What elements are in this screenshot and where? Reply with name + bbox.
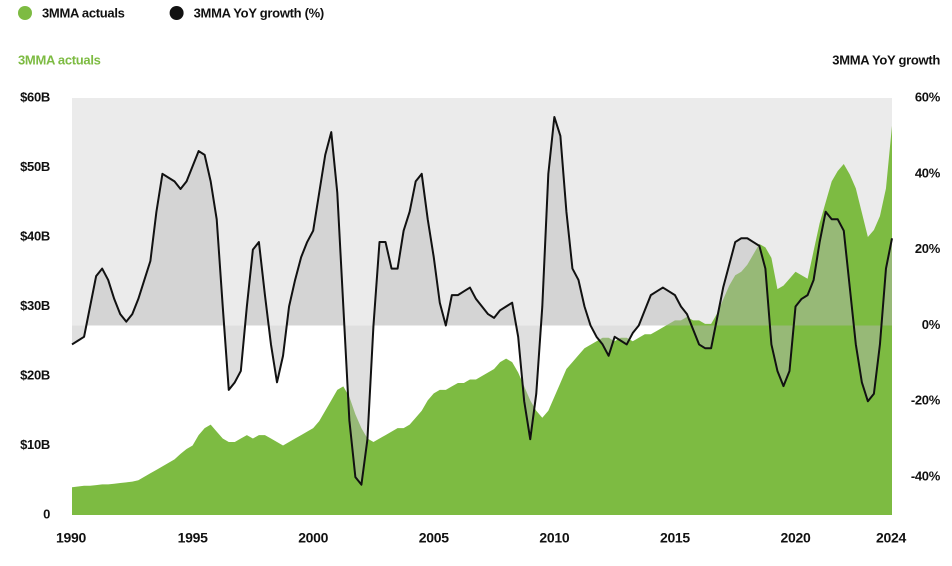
- x-tick-label: 2015: [660, 530, 690, 546]
- y2-tick-label: -20%: [911, 393, 941, 408]
- x-tick-label: 1995: [178, 530, 208, 546]
- x-tick-label: 2005: [419, 530, 449, 546]
- y-tick-label: $30B: [20, 298, 50, 313]
- legend-label: 3MMA YoY growth (%): [194, 5, 324, 20]
- x-tick-label: 2024: [876, 530, 906, 546]
- y2-tick-label: 40%: [915, 165, 941, 180]
- x-tick-label: 2000: [298, 530, 328, 546]
- y-tick-label: $10B: [20, 437, 50, 452]
- y2-axis-title: 3MMA YoY growth: [832, 52, 940, 67]
- y-tick-label: $20B: [20, 367, 50, 382]
- y-tick-label: $40B: [20, 228, 50, 243]
- x-tick-label: 1990: [56, 530, 86, 546]
- actuals-area: [72, 125, 892, 516]
- y2-tick-label: 20%: [915, 241, 941, 256]
- y2-tick-label: 0%: [922, 317, 941, 332]
- y-tick-label: 0: [43, 506, 50, 521]
- x-tick-label: 2010: [539, 530, 569, 546]
- legend-label: 3MMA actuals: [42, 5, 125, 20]
- y2-tick-label: -40%: [911, 469, 941, 484]
- legend-marker: [18, 6, 32, 20]
- legend-marker: [169, 6, 184, 20]
- y-tick-label: $50B: [20, 159, 50, 174]
- y2-tick-label: 60%: [915, 89, 941, 104]
- y-axis-title: 3MMA actuals: [18, 52, 101, 67]
- y-tick-label: $60B: [20, 89, 50, 104]
- growth-line: [71, 115, 893, 486]
- x-tick-label: 2020: [781, 530, 811, 546]
- growth-fill: [72, 116, 892, 485]
